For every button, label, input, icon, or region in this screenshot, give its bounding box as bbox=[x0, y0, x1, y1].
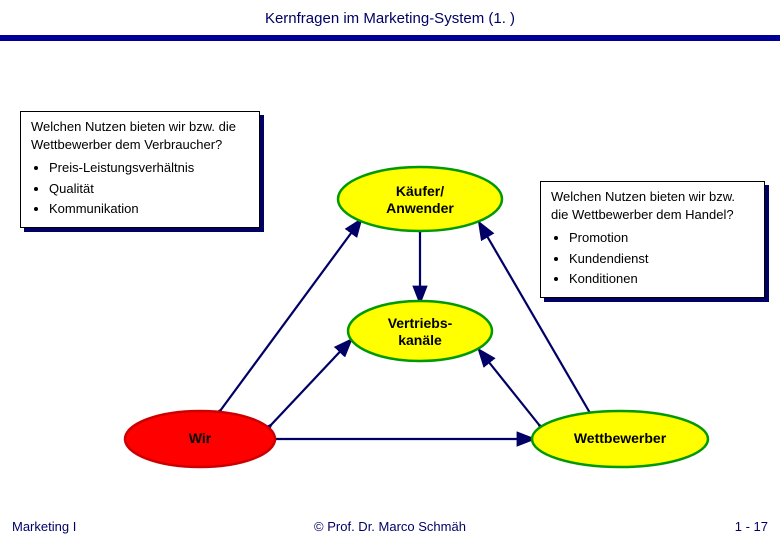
arrow-wir-ka bbox=[220, 221, 360, 411]
node-vertrieb bbox=[348, 301, 492, 361]
node-wettbew bbox=[532, 411, 708, 467]
footer: Marketing I © Prof. Dr. Marco Schmäh 1 -… bbox=[0, 512, 780, 540]
node-kaeufer bbox=[338, 167, 502, 231]
arrow-wb-ve bbox=[480, 351, 540, 426]
footer-left: Marketing I bbox=[12, 519, 76, 534]
arrow-wir-ve bbox=[270, 341, 350, 426]
arrow-wb-ka bbox=[480, 224, 590, 413]
node-wir bbox=[125, 411, 275, 467]
slide-title: Kernfragen im Marketing-System (1. ) bbox=[0, 0, 780, 35]
diagram-svg bbox=[0, 41, 780, 511]
footer-center: © Prof. Dr. Marco Schmäh bbox=[314, 519, 466, 534]
footer-right: 1 - 17 bbox=[735, 519, 768, 534]
diagram-area: Welchen Nutzen bieten wir bzw. die Wettb… bbox=[0, 41, 780, 501]
